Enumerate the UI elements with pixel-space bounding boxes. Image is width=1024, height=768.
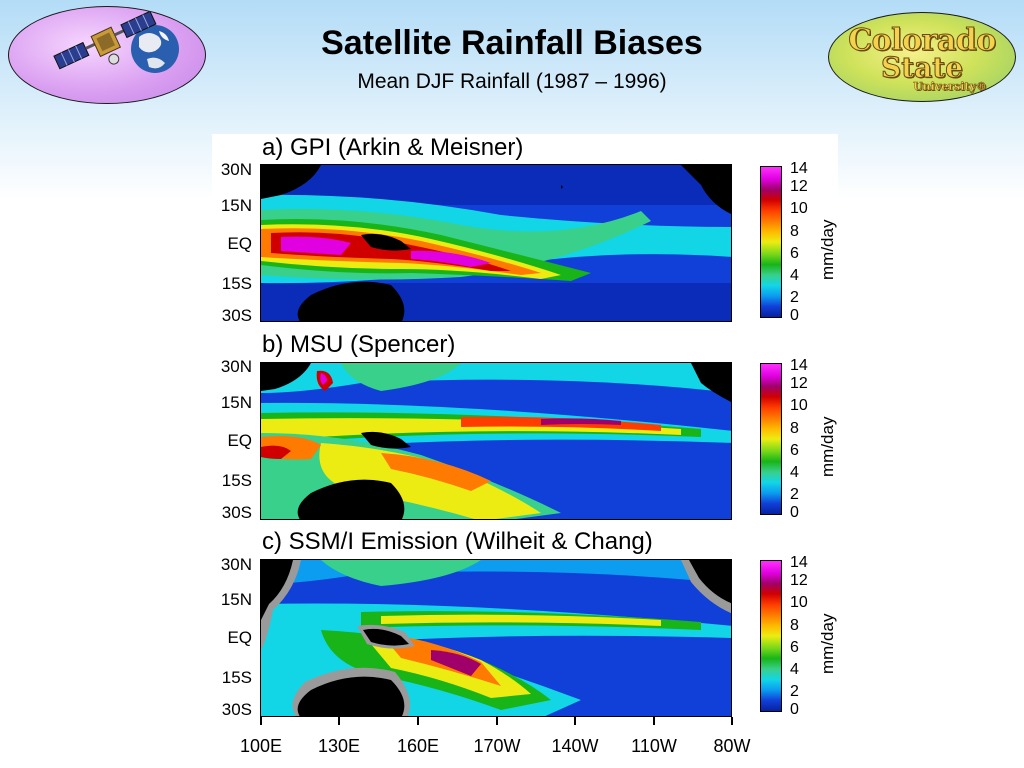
panel-c-cbar-10: 10 [790,594,808,611]
panel-b-lat-15n: 15N [220,393,252,412]
lon-label-140w: 140W [551,736,599,756]
panel-c-lat-30n: 30N [220,555,252,574]
panel-b-unit: mm/day [818,416,837,477]
panel-b-cbar-6: 6 [790,442,799,459]
panel-b-map [260,362,732,520]
panel-b-colorbar [760,363,782,515]
x-tick-mark [338,717,340,725]
panel-a-lat-15s: 15S [221,274,252,293]
panel-c-cbar-0: 0 [790,701,799,718]
panel-c-lat-15n: 15N [220,590,252,609]
panel-b-cbar-8: 8 [790,420,799,437]
x-tick-mark [731,717,733,725]
csu-logo-line2: State [880,51,964,85]
panel-b-cbar-4: 4 [790,464,799,481]
lon-label-80w: 80W [713,736,751,756]
lon-label-100e: 100E [239,736,283,756]
panel-a-colorbar [760,166,782,318]
x-tick-mark [653,717,655,725]
panel-c-lat-15s: 15S [221,668,252,687]
panel-a-title: a) GPI (Arkin & Meisner) [262,134,524,161]
panel-a-cbar-2: 2 [790,289,799,306]
panel-b-cbar-12: 12 [790,375,808,392]
panel-a-cbar-6: 6 [790,245,799,262]
panel-a-lat-30s: 30S [221,306,252,325]
panel-c-cbar-2: 2 [790,683,799,700]
csu-logo: Colorado State University® [828,12,1016,102]
panel-a-cbar-14: 14 [790,160,808,177]
x-tick-mark [417,717,419,725]
panel-c-unit: mm/day [818,613,837,674]
panel-c-cbar-4: 4 [790,661,799,678]
csu-logo-line1: Colorado [848,23,997,59]
panel-b-cbar-14: 14 [790,357,808,374]
slide-title: Satellite Rainfall Biases [321,24,703,62]
csu-logo-line3: University® [913,80,987,93]
panel-b-cbar-10: 10 [790,397,808,414]
panel-a-cbar-0: 0 [790,307,799,324]
panel-b-cbar-2: 2 [790,486,799,503]
panel-b-lat-30s: 30S [221,503,252,522]
panel-c-cbar-14: 14 [790,554,808,571]
rainfall-figure: a) GPI (Arkin & Meisner) 30N 15N EQ 15S … [212,134,838,768]
panel-c-title: c) SSM/I Emission (Wilheit & Chang) [262,528,653,555]
panel-a-lat-30n: 30N [220,160,252,179]
panel-c-colorbar [760,560,782,712]
lon-label-110w: 110W [631,736,677,756]
satellite-logo [8,6,206,104]
panel-c-map [260,559,732,717]
panel-c-lat-eq: EQ [227,628,252,647]
panel-a-cbar-10: 10 [790,200,808,217]
panel-b-lat-30n: 30N [220,357,252,376]
lon-label-160e: 160E [396,736,440,756]
lon-label-170w: 170W [473,736,521,756]
panel-a-lat-15n: 15N [220,196,252,215]
satellite-earth-icon [53,10,179,73]
panel-a-cbar-4: 4 [790,267,799,284]
x-tick-mark [496,717,498,725]
panel-c-cbar-12: 12 [790,572,808,589]
panel-c-cbar-6: 6 [790,639,799,656]
x-tick-mark [260,717,262,725]
panel-c-cbar-8: 8 [790,617,799,634]
panel-c-lat-30s: 30S [221,700,252,719]
x-tick-mark [574,717,576,725]
panel-a-cbar-8: 8 [790,223,799,240]
panel-a-lat-eq: EQ [227,234,252,253]
panel-b-lat-15s: 15S [221,471,252,490]
panel-a-map [260,164,732,322]
panel-a-cbar-12: 12 [790,178,808,195]
panel-b-cbar-0: 0 [790,504,799,521]
panel-a-unit: mm/day [818,219,837,280]
panel-b-lat-eq: EQ [227,431,252,450]
panel-b-title: b) MSU (Spencer) [262,331,456,358]
slide-subtitle: Mean DJF Rainfall (1987 – 1996) [357,70,667,93]
lon-label-130e: 130E [317,736,361,756]
